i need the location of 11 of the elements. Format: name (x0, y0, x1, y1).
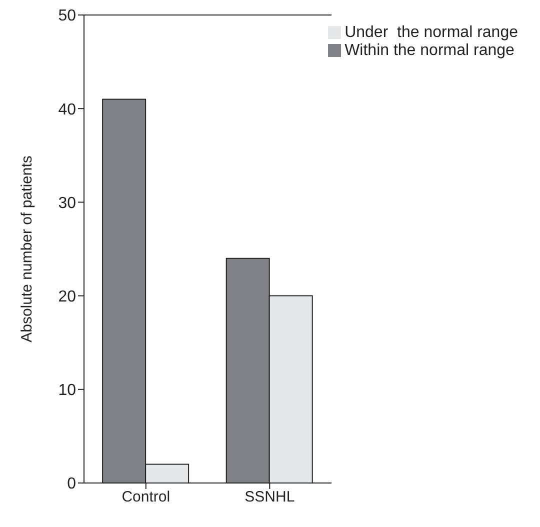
y-tick-label: 40 (58, 101, 76, 118)
y-axis-title: Absolute number of patients (18, 156, 36, 342)
x-tick-label: SSNHL (244, 488, 295, 506)
y-tick-label: 30 (58, 194, 76, 212)
legend-label: Under the normal range (344, 24, 518, 41)
y-tick-label: 10 (58, 382, 76, 400)
y-tick-label: 20 (58, 288, 76, 306)
x-tick-label: Control (122, 488, 170, 506)
legend-label: Within the normal range (344, 42, 514, 59)
y-tick-label: 0 (67, 476, 76, 493)
y-tick-label: 50 (58, 8, 76, 25)
